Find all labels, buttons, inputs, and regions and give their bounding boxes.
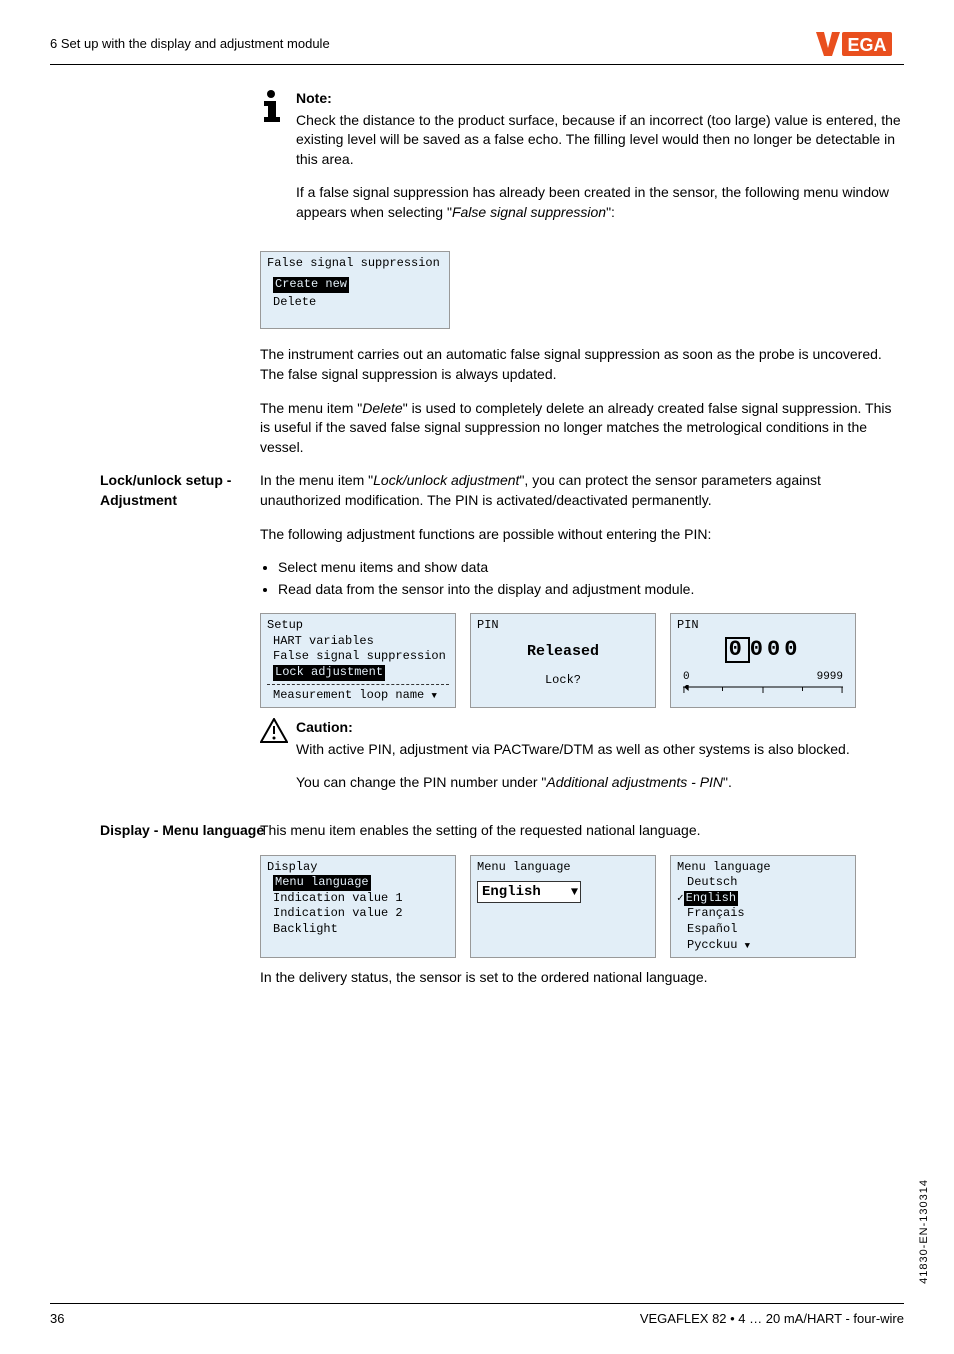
note-text-1: Check the distance to the product surfac… bbox=[296, 111, 904, 170]
page-header: 6 Set up with the display and adjustment… bbox=[50, 30, 904, 65]
para-auto-suppression: The instrument carries out an automatic … bbox=[260, 345, 904, 384]
lock-bullet-list: Select menu items and show data Read dat… bbox=[278, 558, 904, 599]
caution-text-1: With active PIN, adjustment via PACTware… bbox=[296, 740, 850, 760]
product-name: VEGAFLEX 82 • 4 … 20 mA/HART - four-wire bbox=[640, 1310, 904, 1328]
note-block: Note: Check the distance to the product … bbox=[260, 89, 904, 237]
para-display-2: In the delivery status, the sensor is se… bbox=[260, 968, 904, 988]
lock-bullet-1: Select menu items and show data bbox=[278, 558, 904, 578]
lcd-menu-language-select: Menu language English ▼ bbox=[470, 855, 656, 959]
para-lock-1: In the menu item "Lock/unlock adjustment… bbox=[260, 471, 904, 510]
caution-title: Caution: bbox=[296, 718, 850, 738]
language-dropdown[interactable]: English ▼ bbox=[477, 881, 581, 903]
label-display-menu: Display - Menu language bbox=[100, 821, 295, 841]
svg-text:EGA: EGA bbox=[847, 35, 886, 55]
lcd-display: Display Menu language Indication value 1… bbox=[260, 855, 456, 959]
lcd-display-selected: Menu language bbox=[273, 875, 371, 891]
para-display-1: This menu item enables the setting of th… bbox=[260, 821, 904, 841]
lcd-option-delete: Delete bbox=[273, 295, 443, 311]
vega-logo: EGA bbox=[814, 30, 904, 58]
lcd-menu-language-list: Menu language Deutsch ✓English Français … bbox=[670, 855, 856, 959]
lcd-false-signal: False signal suppression Create new Dele… bbox=[260, 251, 450, 330]
caution-text-2: You can change the PIN number under "Add… bbox=[296, 773, 850, 793]
lock-bullet-2: Read data from the sensor into the displ… bbox=[278, 580, 904, 600]
chevron-down-icon: ▼ bbox=[571, 885, 578, 901]
caution-block: Caution: With active PIN, adjustment via… bbox=[260, 718, 904, 807]
doc-id: 41830-EN-130314 bbox=[917, 1179, 932, 1284]
note-title: Note: bbox=[296, 89, 904, 109]
lcd-setup: Setup HART variables False signal suppre… bbox=[260, 613, 456, 708]
info-icon bbox=[260, 89, 288, 237]
note-text-2: If a false signal suppression has alread… bbox=[296, 183, 904, 222]
lcd-lang-selected: English bbox=[684, 891, 738, 907]
lcd-option-create-new: Create new bbox=[273, 277, 349, 293]
para-lock-2: The following adjustment functions are p… bbox=[260, 525, 904, 545]
lcd-pin-released: PIN Released Lock? bbox=[470, 613, 656, 708]
warning-icon bbox=[260, 718, 288, 807]
check-icon: ✓ bbox=[677, 893, 684, 905]
lcd-pin-entry: PIN 0000 0 9999 bbox=[670, 613, 856, 708]
down-arrow-icon: ▼ bbox=[431, 691, 436, 703]
page-footer: 36 VEGAFLEX 82 • 4 … 20 mA/HART - four-w… bbox=[50, 1303, 904, 1328]
down-arrow-icon: ▼ bbox=[745, 941, 750, 953]
para-delete: The menu item "Delete" is used to comple… bbox=[260, 399, 904, 458]
header-section: 6 Set up with the display and adjustment… bbox=[50, 35, 330, 53]
page-number: 36 bbox=[50, 1310, 64, 1328]
lcd-setup-selected: Lock adjustment bbox=[273, 665, 385, 681]
label-lock-unlock: Lock/unlock setup - Adjustment bbox=[100, 471, 295, 510]
